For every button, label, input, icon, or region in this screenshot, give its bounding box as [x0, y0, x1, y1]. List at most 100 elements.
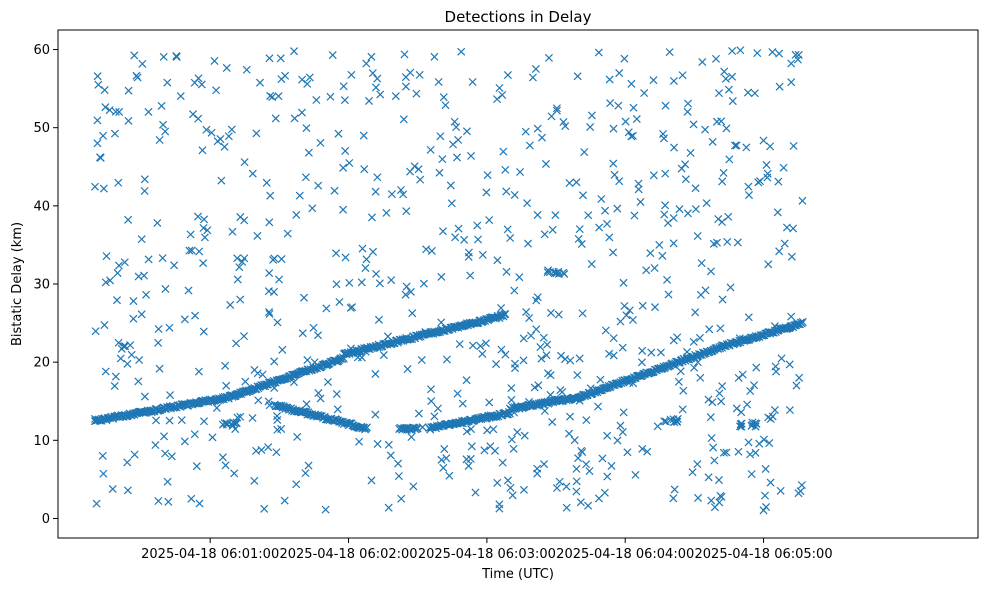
detection-marker — [231, 392, 240, 401]
detection-marker — [623, 448, 632, 457]
detection-marker — [374, 315, 383, 324]
detection-marker — [722, 448, 731, 457]
detection-marker — [649, 171, 658, 180]
detection-marker — [193, 212, 202, 221]
detection-marker — [292, 480, 301, 489]
detection-marker — [572, 464, 581, 473]
detection-marker — [542, 351, 551, 360]
detection-marker — [678, 71, 687, 80]
detection-marker — [341, 253, 350, 262]
detection-marker — [371, 83, 380, 92]
detection-marker — [368, 69, 377, 78]
detection-marker — [616, 317, 625, 326]
detection-marker — [489, 425, 498, 434]
detection-marker — [770, 322, 779, 331]
detection-marker — [224, 132, 233, 141]
detection-marker — [99, 469, 108, 478]
detection-marker — [628, 131, 637, 140]
detection-marker — [676, 367, 685, 376]
detection-marker — [787, 312, 796, 321]
detection-marker — [384, 503, 393, 512]
detection-marker — [510, 359, 519, 368]
detection-marker — [248, 169, 257, 178]
detection-marker — [502, 187, 511, 196]
detection-marker — [669, 76, 678, 86]
detection-marker — [771, 367, 781, 376]
detection-marker — [603, 431, 612, 440]
detection-marker — [768, 48, 777, 57]
detection-marker — [561, 122, 570, 131]
detection-marker — [743, 88, 753, 97]
detection-marker — [283, 229, 292, 238]
detection-marker — [387, 190, 396, 199]
detection-marker — [526, 331, 536, 340]
detection-marker — [742, 143, 751, 152]
detection-marker — [277, 424, 286, 433]
x-axis-label: Time (UTC) — [481, 567, 554, 582]
detection-marker — [519, 356, 528, 365]
detection-marker — [693, 358, 702, 367]
detection-marker — [554, 310, 563, 319]
detection-marker — [723, 237, 732, 246]
detection-marker — [154, 338, 163, 347]
detection-marker — [502, 267, 511, 276]
detection-marker — [155, 364, 164, 373]
detection-marker — [273, 318, 282, 327]
detection-marker — [457, 47, 466, 56]
detection-marker — [647, 348, 656, 357]
detection-marker — [562, 482, 571, 491]
detection-marker — [222, 420, 232, 429]
detection-marker — [736, 422, 745, 431]
detection-marker — [478, 349, 487, 358]
detection-marker — [672, 417, 681, 426]
detection-marker — [90, 182, 99, 191]
detection-marker — [669, 239, 678, 248]
detection-marker — [332, 389, 341, 399]
detection-marker — [270, 383, 279, 392]
detection-marker — [471, 488, 480, 497]
y-tick-label: 20 — [33, 356, 50, 371]
detection-marker — [746, 386, 755, 396]
detection-marker — [515, 273, 524, 282]
detection-marker — [789, 141, 798, 151]
detection-marker — [696, 373, 705, 382]
detection-marker — [397, 494, 406, 503]
detection-marker — [743, 400, 752, 409]
detection-marker — [207, 128, 216, 137]
detection-marker — [194, 74, 203, 83]
detection-marker — [718, 382, 727, 391]
detection-marker — [660, 210, 669, 219]
detection-marker — [638, 346, 647, 355]
detection-marker — [292, 210, 301, 219]
detection-marker — [750, 381, 759, 390]
detection-marker — [678, 405, 687, 414]
detection-marker — [787, 59, 796, 68]
detection-marker — [195, 247, 204, 256]
detection-marker — [301, 469, 310, 478]
detection-marker — [105, 106, 114, 115]
detection-marker — [613, 436, 622, 445]
detection-marker — [543, 340, 552, 349]
detection-marker — [362, 59, 371, 68]
detection-marker — [309, 323, 318, 332]
detection-marker — [476, 342, 485, 351]
detection-marker — [453, 389, 462, 398]
detection-marker — [643, 447, 652, 456]
detection-marker — [99, 131, 108, 140]
detection-marker — [792, 381, 801, 390]
detection-marker — [257, 445, 266, 455]
detection-marker — [701, 125, 710, 134]
detection-marker — [498, 90, 507, 99]
detection-marker — [250, 476, 259, 485]
detection-marker — [240, 158, 249, 167]
detection-marker — [265, 309, 274, 318]
detection-marker — [539, 460, 549, 469]
detection-marker — [714, 476, 723, 485]
detection-marker — [660, 417, 669, 426]
detection-marker — [386, 451, 395, 460]
detection-marker — [720, 67, 729, 76]
detection-marker — [158, 254, 167, 263]
detection-marker — [520, 431, 529, 440]
detection-marker — [629, 379, 638, 388]
detection-marker — [119, 342, 128, 351]
